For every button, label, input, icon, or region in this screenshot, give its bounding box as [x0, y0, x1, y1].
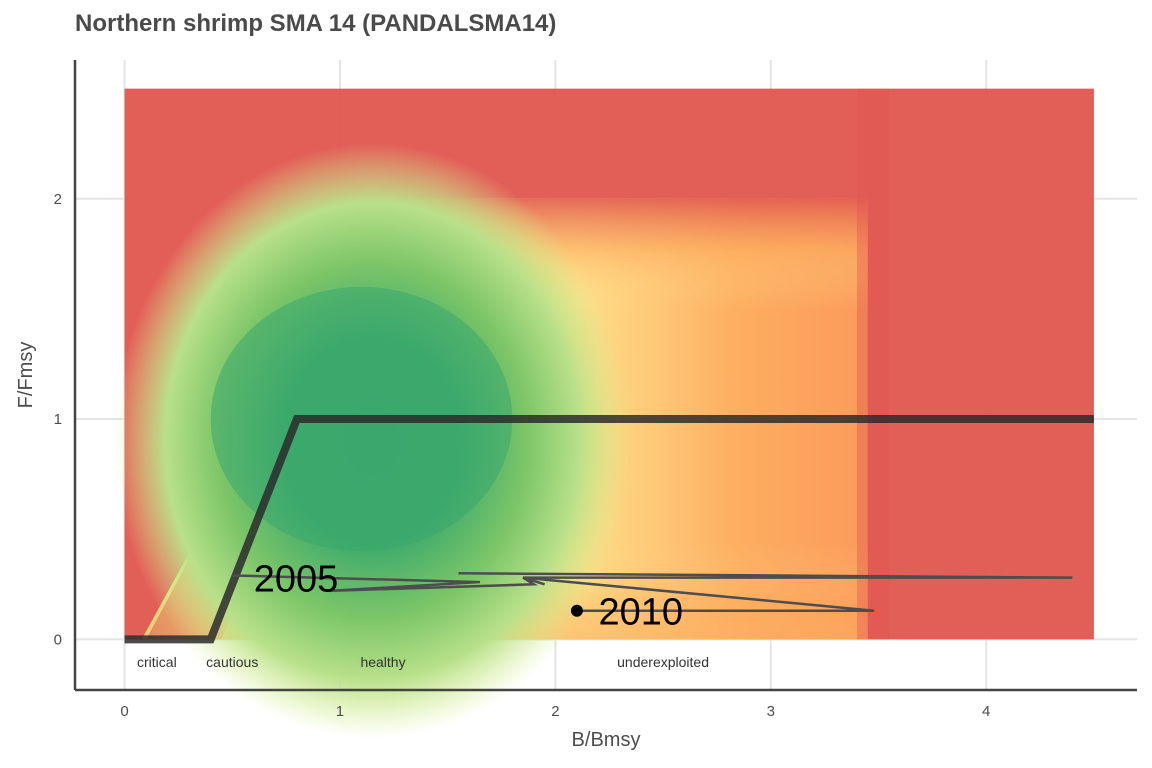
zone-label-cautious: cautious: [206, 654, 258, 670]
y-tick-label: 2: [54, 191, 62, 208]
y-tick-label: 1: [54, 411, 62, 428]
control-rule-line: [124, 415, 1094, 644]
y-tick-label: 0: [54, 631, 62, 648]
trajectory-line-1: [232, 574, 875, 612]
x-tick-label: 3: [767, 703, 775, 720]
trajectory-line-2: [458, 572, 1073, 586]
x-tick-label: 1: [336, 703, 344, 720]
chart-marks: 2005 2010 critical cautious healthy underexpl…: [124, 415, 1094, 670]
year-label: 2005: [254, 559, 339, 601]
year-label: 2010: [598, 592, 683, 634]
zone-label-healthy: healthy: [360, 654, 405, 670]
y-axis-label: F/Fmsy: [15, 342, 37, 409]
chart-axes: 0 1 2 3 4 0 1 2 B/Bmsy F/Fmsy: [15, 60, 1137, 751]
chart-title: Northern shrimp SMA 14 (PANDALSMA14): [75, 10, 557, 37]
right-fade: [856, 88, 890, 640]
status-background: [113, 88, 1094, 739]
x-tick-label: 0: [120, 703, 128, 720]
x-axis-label: B/Bmsy: [572, 729, 641, 751]
current-status-point: [570, 604, 583, 617]
zone-label-underexploited: underexploited: [617, 654, 709, 670]
x-tick-label: 2: [551, 703, 559, 720]
x-tick-label: 4: [982, 703, 990, 720]
zone-label-critical: critical: [137, 654, 177, 670]
